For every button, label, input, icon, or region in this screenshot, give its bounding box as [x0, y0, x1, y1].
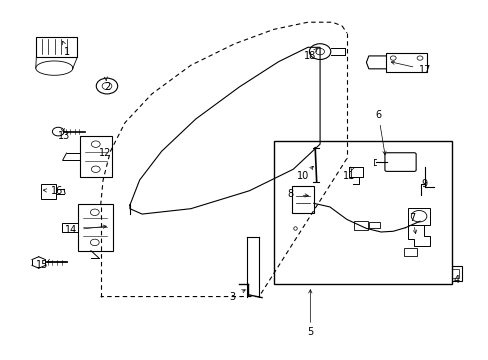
Text: 15: 15	[36, 260, 48, 270]
Bar	[78, 204, 113, 251]
Text: 1: 1	[63, 46, 69, 57]
Text: 5: 5	[306, 327, 313, 337]
Circle shape	[389, 56, 395, 60]
Bar	[80, 136, 112, 177]
Bar	[449, 269, 458, 278]
Text: 18: 18	[304, 51, 316, 61]
Text: 9: 9	[421, 179, 427, 189]
Bar	[36, 37, 77, 57]
Text: 17: 17	[418, 64, 430, 75]
Circle shape	[91, 166, 100, 172]
Text: 10: 10	[296, 171, 308, 181]
Text: 2: 2	[103, 82, 110, 93]
Bar	[292, 186, 313, 213]
Circle shape	[102, 82, 112, 90]
Bar	[446, 266, 461, 281]
Circle shape	[90, 209, 99, 216]
Circle shape	[96, 78, 118, 94]
Text: 16: 16	[51, 186, 63, 197]
Bar	[273, 140, 451, 284]
Circle shape	[52, 127, 64, 136]
FancyBboxPatch shape	[384, 153, 415, 171]
Circle shape	[90, 239, 99, 246]
Bar	[353, 221, 367, 230]
Text: 14: 14	[65, 225, 78, 235]
Text: 11: 11	[343, 171, 355, 181]
Text: 3: 3	[229, 292, 235, 302]
Text: 4: 4	[453, 275, 459, 285]
Circle shape	[410, 211, 426, 222]
Bar	[368, 222, 379, 228]
Circle shape	[309, 44, 330, 59]
Bar	[61, 223, 78, 231]
Bar	[385, 53, 427, 72]
Circle shape	[315, 48, 324, 55]
Text: 6: 6	[375, 111, 381, 121]
Bar	[41, 184, 56, 199]
Circle shape	[416, 56, 422, 60]
Bar	[407, 208, 429, 225]
Text: 12: 12	[99, 148, 111, 158]
Circle shape	[91, 141, 100, 147]
Bar	[404, 248, 416, 256]
Text: 13: 13	[58, 131, 70, 141]
Text: 7: 7	[409, 213, 415, 222]
Text: 8: 8	[287, 189, 293, 199]
